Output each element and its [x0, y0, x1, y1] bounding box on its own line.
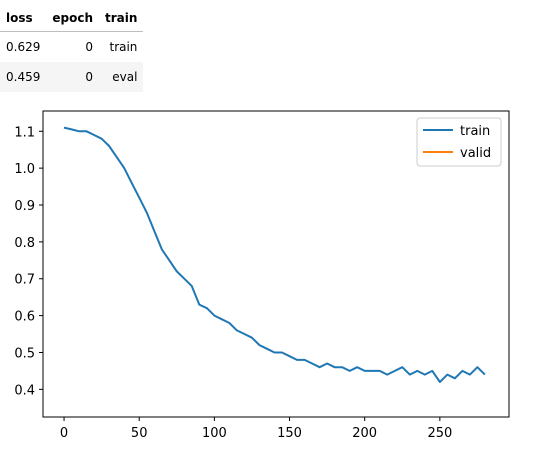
metrics-table: loss epoch train 0.629 0 train 0.459 0 e… — [0, 4, 144, 92]
y-tick-label: 0.8 — [14, 236, 35, 251]
y-tick-label: 1.1 — [14, 125, 35, 140]
y-tick-label: 0.6 — [14, 310, 35, 325]
x-tick-label: 100 — [202, 426, 227, 441]
metrics-header-row: loss epoch train — [0, 4, 144, 32]
cell-phase: eval — [99, 62, 144, 92]
cell-loss: 0.459 — [0, 62, 47, 92]
legend-train-label: train — [460, 124, 490, 139]
x-tick-label: 0 — [60, 426, 68, 441]
plot-frame — [42, 110, 510, 418]
cell-epoch: 0 — [85, 40, 93, 54]
y-tick-label: 0.7 — [14, 273, 35, 288]
header-loss: loss — [0, 4, 47, 32]
y-tick-label: 1.0 — [14, 162, 35, 177]
y-tick-label: 0.4 — [14, 383, 35, 398]
x-tick-label: 200 — [352, 426, 377, 441]
cell-loss: 0.629 — [6, 40, 41, 54]
table-row: 0.629 0 train — [0, 32, 143, 63]
legend-valid-label: valid — [460, 146, 491, 161]
table-row: 0.459 0 eval — [0, 62, 144, 92]
header-epoch: epoch — [46, 4, 99, 32]
series-line-train — [63, 126, 486, 383]
y-tick-label: 0.9 — [14, 199, 35, 214]
x-tick-label: 250 — [427, 426, 452, 441]
cell-epoch: 0 — [46, 62, 99, 92]
legend: train valid — [416, 117, 502, 167]
x-tick-label: 50 — [131, 426, 148, 441]
y-tick-label: 0.5 — [14, 346, 35, 361]
cell-phase: train — [109, 40, 138, 54]
x-tick-label: 150 — [277, 426, 302, 441]
header-train: train — [99, 4, 144, 32]
